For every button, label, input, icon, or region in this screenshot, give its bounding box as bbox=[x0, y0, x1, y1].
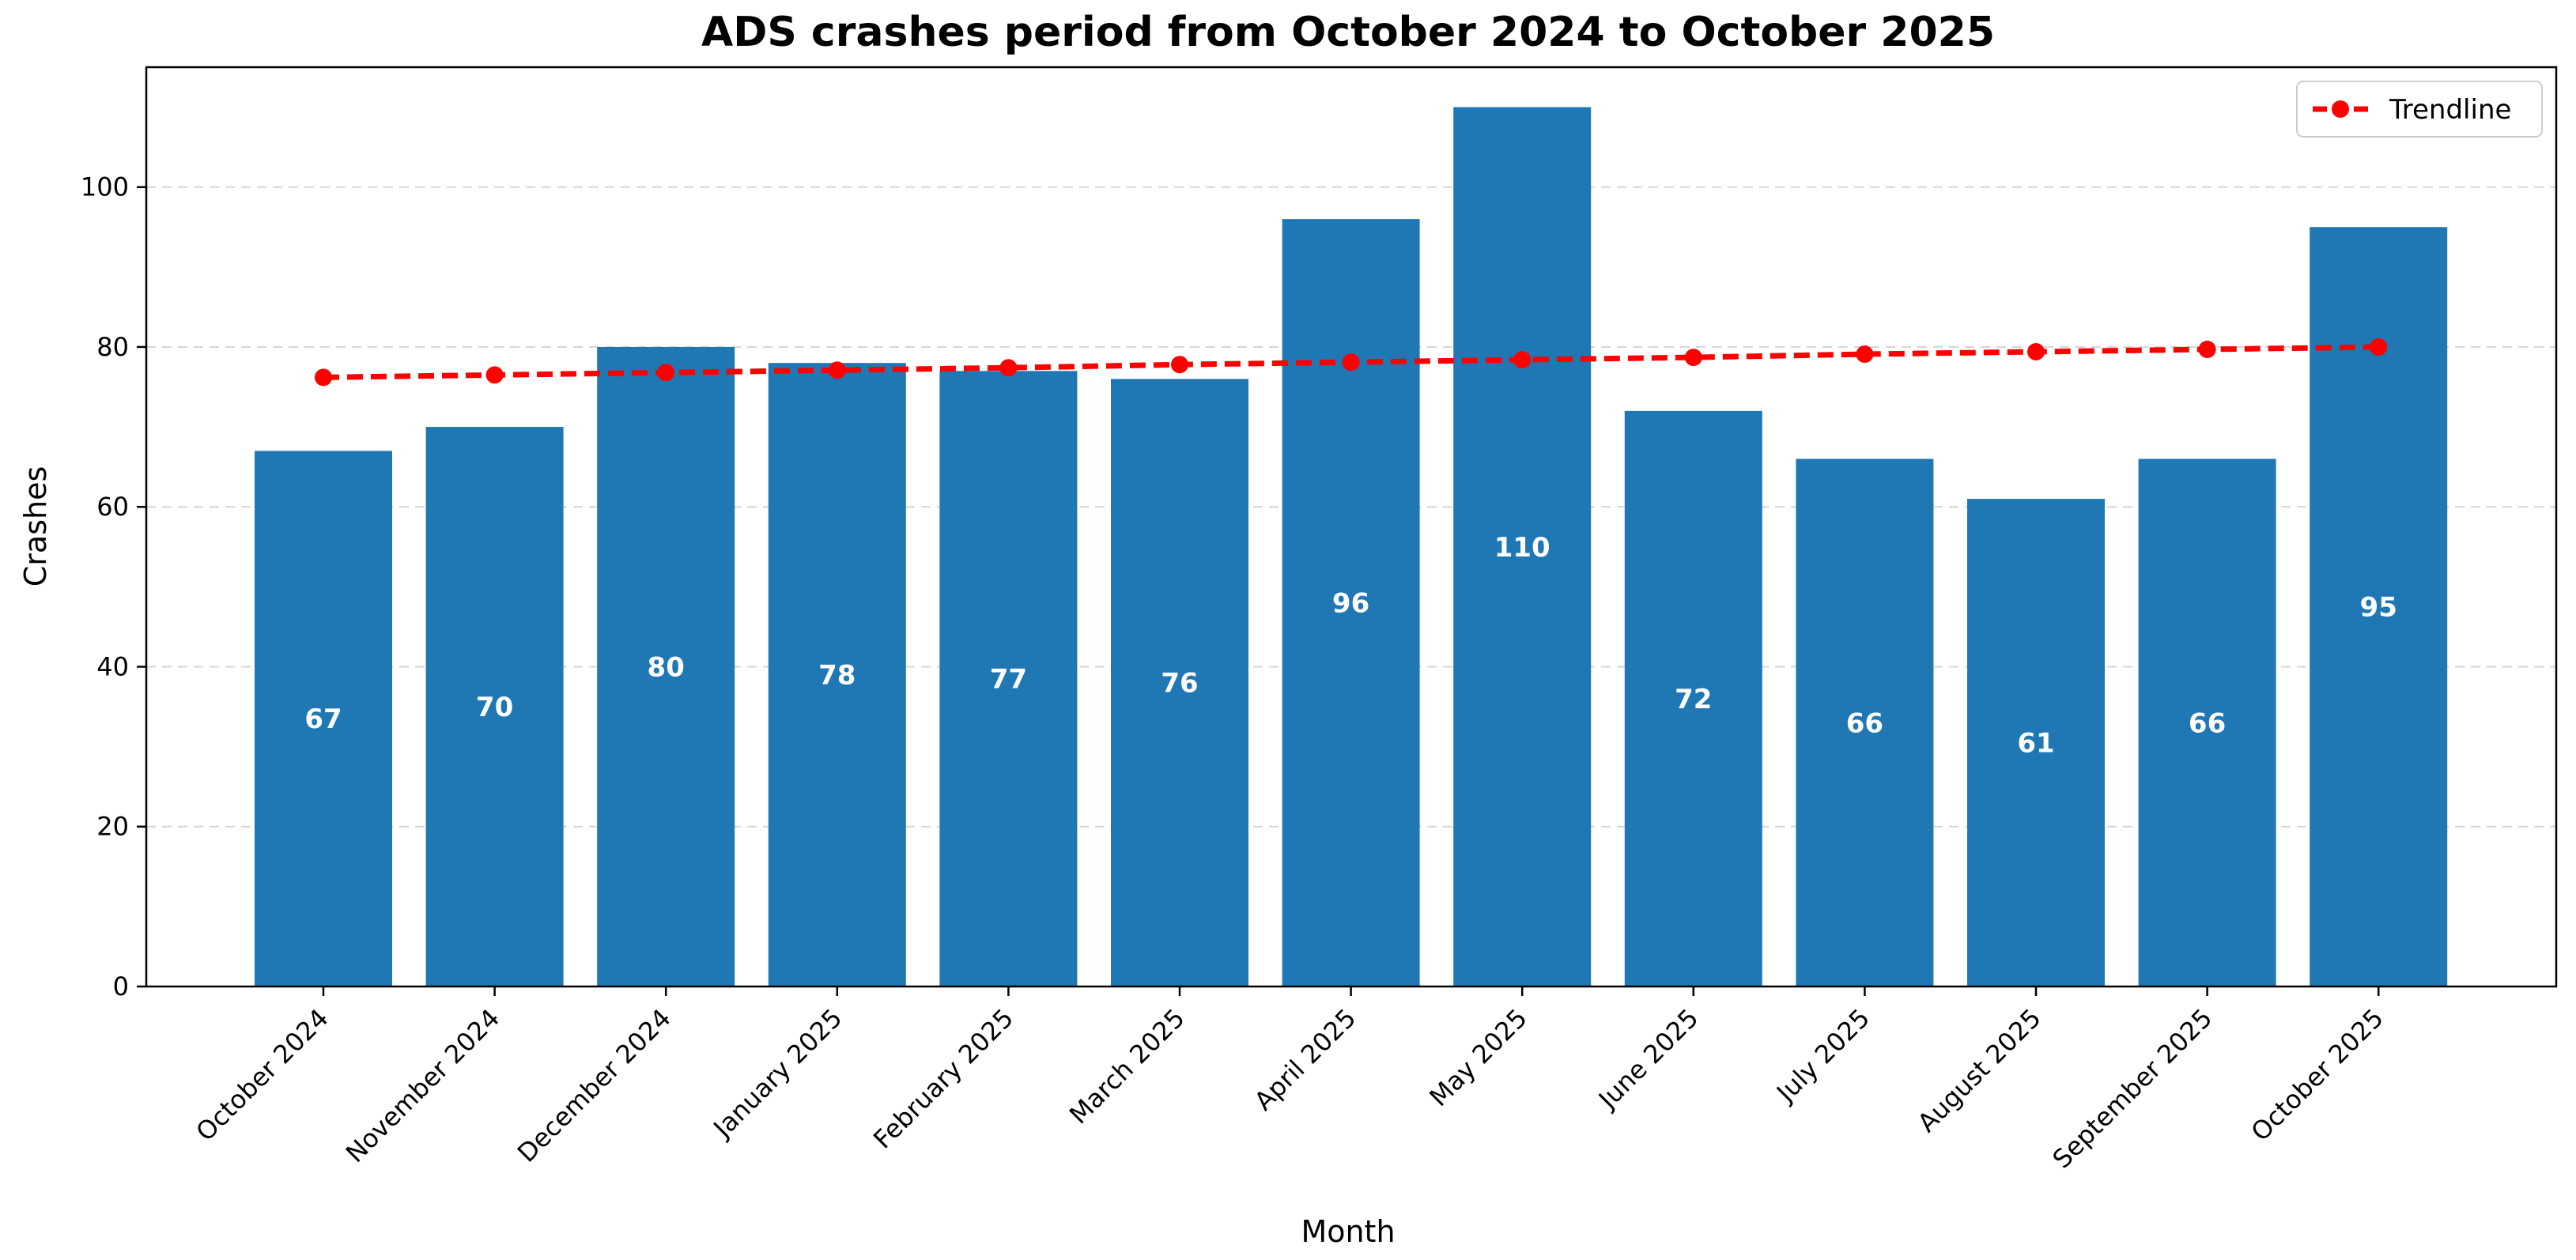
bar-value-label: 67 bbox=[304, 704, 342, 735]
trendline bbox=[315, 338, 2388, 387]
bar bbox=[1453, 107, 1592, 987]
bar bbox=[2138, 458, 2276, 986]
bar bbox=[425, 427, 564, 986]
trendline-point bbox=[315, 368, 332, 387]
x-tick-label: July 2025 bbox=[1770, 1003, 1875, 1109]
x-tick-label: October 2024 bbox=[190, 1003, 334, 1147]
x-tick-label: September 2025 bbox=[2047, 1003, 2219, 1175]
trendline-point bbox=[1171, 356, 1188, 374]
bar-value-label: 96 bbox=[1332, 588, 1369, 620]
bar bbox=[1796, 458, 1934, 986]
trendline-point bbox=[2198, 340, 2216, 358]
bars bbox=[255, 107, 2448, 987]
bar-value-label: 70 bbox=[476, 692, 513, 723]
y-tick-label: 80 bbox=[96, 332, 129, 362]
bar bbox=[1624, 410, 1762, 986]
x-tick-label: May 2025 bbox=[1423, 1003, 1532, 1112]
legend: Trendline bbox=[2296, 81, 2543, 138]
bar-value-label: 72 bbox=[1675, 684, 1712, 715]
bar-value-label: 77 bbox=[990, 664, 1027, 696]
bar-value-label: 80 bbox=[648, 651, 685, 683]
legend-trendline-marker bbox=[2332, 100, 2349, 118]
bar-value-label: 66 bbox=[1846, 707, 1883, 739]
bar-value-label: 61 bbox=[2017, 728, 2054, 760]
bar-value-label: 95 bbox=[2360, 592, 2397, 624]
x-tick-label: November 2024 bbox=[340, 1003, 505, 1168]
legend-box bbox=[2296, 81, 2543, 138]
y-tick-label: 60 bbox=[96, 492, 129, 522]
trendline-point bbox=[999, 359, 1018, 377]
x-tick-label: March 2025 bbox=[1063, 1003, 1191, 1130]
trendline-point bbox=[1856, 345, 1874, 364]
bar bbox=[939, 371, 1078, 986]
bar-labels: 67 70 80 78 77 76 96 110 72 66 61 66 95 bbox=[304, 532, 2397, 760]
x-tick-label: April 2025 bbox=[1248, 1003, 1362, 1116]
x-tick-label: August 2025 bbox=[1912, 1003, 2047, 1138]
bar bbox=[1967, 499, 2105, 986]
trendline-point bbox=[657, 364, 675, 382]
bar bbox=[768, 363, 906, 986]
trendline-point bbox=[1684, 349, 1702, 367]
trendline-point bbox=[828, 361, 846, 379]
bar bbox=[1111, 379, 1248, 986]
legend-trendline-label: Trendline bbox=[2389, 94, 2511, 126]
trendline-point bbox=[1513, 351, 1532, 369]
y-tick-label: 20 bbox=[96, 812, 129, 842]
bar-value-label: 66 bbox=[2189, 707, 2226, 739]
y-tick-label: 100 bbox=[81, 172, 129, 202]
bar bbox=[1282, 219, 1420, 986]
trendline-point bbox=[2027, 343, 2045, 361]
bar-value-label: 110 bbox=[1494, 532, 1551, 564]
trendline-point bbox=[2370, 338, 2388, 356]
bar-value-label: 78 bbox=[818, 660, 856, 692]
trendline-point bbox=[1342, 353, 1360, 372]
trendline-point bbox=[485, 366, 504, 384]
bar bbox=[255, 451, 392, 986]
bar bbox=[597, 346, 735, 986]
y-tick-label: 40 bbox=[96, 651, 129, 681]
x-tick-label: February 2025 bbox=[867, 1003, 1019, 1155]
bar-value-label: 76 bbox=[1161, 668, 1198, 700]
x-axis: October 2024 November 2024 December 2024 Ja… bbox=[190, 986, 2389, 1175]
y-axis: 0 20 40 60 80 100 bbox=[81, 172, 146, 1002]
x-axis-label: Month bbox=[1301, 1214, 1395, 1249]
y-tick-label: 0 bbox=[113, 971, 129, 1002]
x-tick-label: October 2025 bbox=[2246, 1003, 2389, 1147]
x-tick-label: January 2025 bbox=[707, 1003, 848, 1145]
x-tick-label: December 2024 bbox=[512, 1003, 677, 1168]
x-tick-label: June 2025 bbox=[1592, 1003, 1704, 1115]
y-axis-label: Crashes bbox=[18, 466, 53, 587]
chart-title: ADS crashes period from October 2024 to … bbox=[701, 9, 1995, 56]
